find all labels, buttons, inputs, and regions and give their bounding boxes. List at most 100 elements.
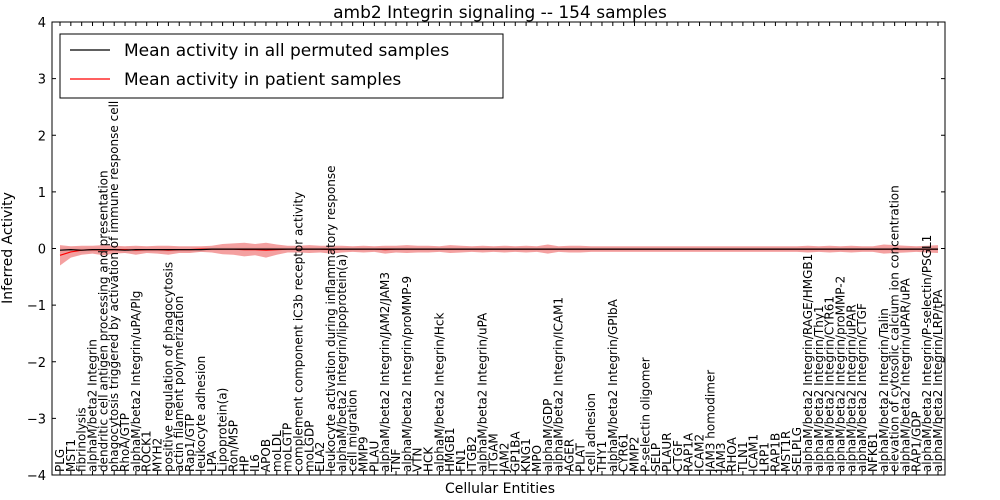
category-label: leukocyte adhesion [194,356,208,472]
category-label: MST1 [64,439,78,472]
legend-box [59,33,504,99]
category-label: JAM3 [714,442,728,473]
category-label: MPO [530,445,544,472]
category-label: RAP1/GDP [909,411,923,472]
category-label: cell adhesion [584,393,598,472]
category-label: FN1 [454,449,468,473]
category-label: JAM3 homodimer [703,370,717,473]
category-label: alphaM/beta2 Integrin/ICAM1 [552,297,566,472]
category-label: ROCK1 [140,430,154,472]
category-label: elevation of cytosolic calcium ion conce… [888,185,902,472]
category-label: LRP1 [758,442,772,472]
category-label: P-selectin oligomer [638,357,652,472]
category-label: MST1R [779,431,793,472]
category-label: MYH2 [151,438,165,472]
category-label: alphaM/beta2 Integrin/lipoprotein(a) [335,254,349,472]
x-axis-ticks [59,22,939,475]
category-label: LPA [205,450,219,472]
category-label: alphaM/beta2 Integrin/uPA [476,312,490,472]
legend-label-patient: Mean activity in patient samples [124,70,401,90]
category-label: RhoA/GTP [118,413,132,472]
category-label: actin filament polymerization [172,296,186,472]
category-label: alphaM/beta2 Integrin/RAGE/HMGB1 [801,254,815,472]
y-tick-label: 3 [38,73,46,88]
x-axis-label: Cellular Entities [445,481,555,497]
category-label: IL6 [248,454,262,472]
category-label: Lipoprotein(a) [216,388,230,472]
category-label: alphaM/beta2 Integrin/uPAR/uPA [899,277,913,472]
patient-band [60,242,938,266]
category-label: alphaM/beta2 Integrin/GPIbA [606,298,620,472]
category-label: PLG [53,449,67,472]
category-label: alphaM/beta2 Integrin/CTGF [855,303,869,472]
category-label: JAM2 [497,442,511,473]
y-tick-label: 2 [38,129,46,144]
category-label: alphaM/beta2 Integrin/LRP/tPA [931,289,945,472]
category-label: HCK [422,446,436,472]
category-label: moLGDP [302,420,316,472]
y-tick-label: −1 [27,299,46,314]
category-label: ICAM1 [747,434,761,472]
category-label: RAP1A [682,432,696,472]
category-label: ITGB2 [465,436,479,472]
category-label: ICAM2 [693,434,707,472]
category-label: alphaM/beta2 Integrin [86,339,100,472]
category-label: TLN1 [736,441,750,473]
category-label: ELA2 [313,442,327,472]
category-label: TNF [389,449,403,473]
category-label: AGER [563,439,577,472]
legend-label-permuted: Mean activity in all permuted samples [124,41,449,61]
category-label: alphaM/beta2 Integrin/uPAR [844,304,858,472]
category-label: positive regulation of phagocytosis [161,262,175,472]
category-label: APOB [259,439,273,472]
category-label: Rap1/GTP [183,414,197,472]
category-label: HMGB1 [443,427,457,472]
y-tick-label: 1 [38,186,46,201]
category-label: alphaM/beta2 Integrin/P-selectin/PSGL1 [920,235,934,472]
category-label: NFKB1 [866,432,880,472]
category-label: alphaM/beta2 Integrin/uPA/Plg [129,291,143,472]
category-label: MMP9 [357,436,371,472]
chart-title: amb2 Integrin signaling -- 154 samples [333,3,667,23]
y-axis-ticks: −4 −3 −2 −1 0 1 2 3 4 [27,16,945,484]
category-label: fibrinolysis [75,407,89,472]
category-label: dendritic cell antigen processing and pr… [96,170,110,472]
category-label: THY1 [595,441,609,473]
category-label: VTN [411,447,425,472]
category-label: leukocyte activation during inflammatory… [324,165,338,472]
permuted-mean-line [59,248,938,251]
category-label: cell migration [346,390,360,472]
y-tick-label: 0 [38,243,46,258]
series-lines [59,248,938,256]
category-label: RHOA [725,436,739,472]
category-label: CTGF [671,440,685,472]
category-label: ITGAM [487,433,501,472]
category-label: GP1BA [508,431,522,472]
legend: Mean activity in all permuted samples Me… [59,33,504,99]
category-label: PLAT [573,443,587,472]
y-tick-label: −2 [27,356,46,371]
category-label: alphaM/beta2 Integrin/proMMP-2 [833,276,847,472]
category-label: alphaM/beta2 Integrin/proMMP-9 [400,276,414,472]
category-label: moLDL [270,430,284,472]
category-label: alphaM/beta2 Integrin/Thy1 [812,305,826,472]
category-label: alphaM/GDP [541,399,555,472]
category-label: alphaM/beta2 Integrin/Hck [432,312,446,472]
category-label: SELPLG [790,427,804,472]
category-label: complement component iC3b receptor activ… [292,192,306,472]
category-label: Ron/MSP [226,420,240,472]
category-label: alphaM/beta2 Integrin/Talin [877,308,891,472]
category-label: alphaM/beta2 Integrin/JAM2/JAM3 [378,272,392,472]
y-tick-label: 4 [38,16,46,31]
y-tick-label: −4 [27,469,46,484]
category-label: RAP1B [768,433,782,472]
category-label: PLAU [367,441,381,472]
category-label: CYR61 [617,433,631,472]
category-label: HP [237,456,251,472]
category-label: SELP [649,443,663,472]
category-label: moLGTP [281,423,295,472]
category-label: KNG1 [519,438,533,472]
category-label: MMP2 [628,436,642,472]
